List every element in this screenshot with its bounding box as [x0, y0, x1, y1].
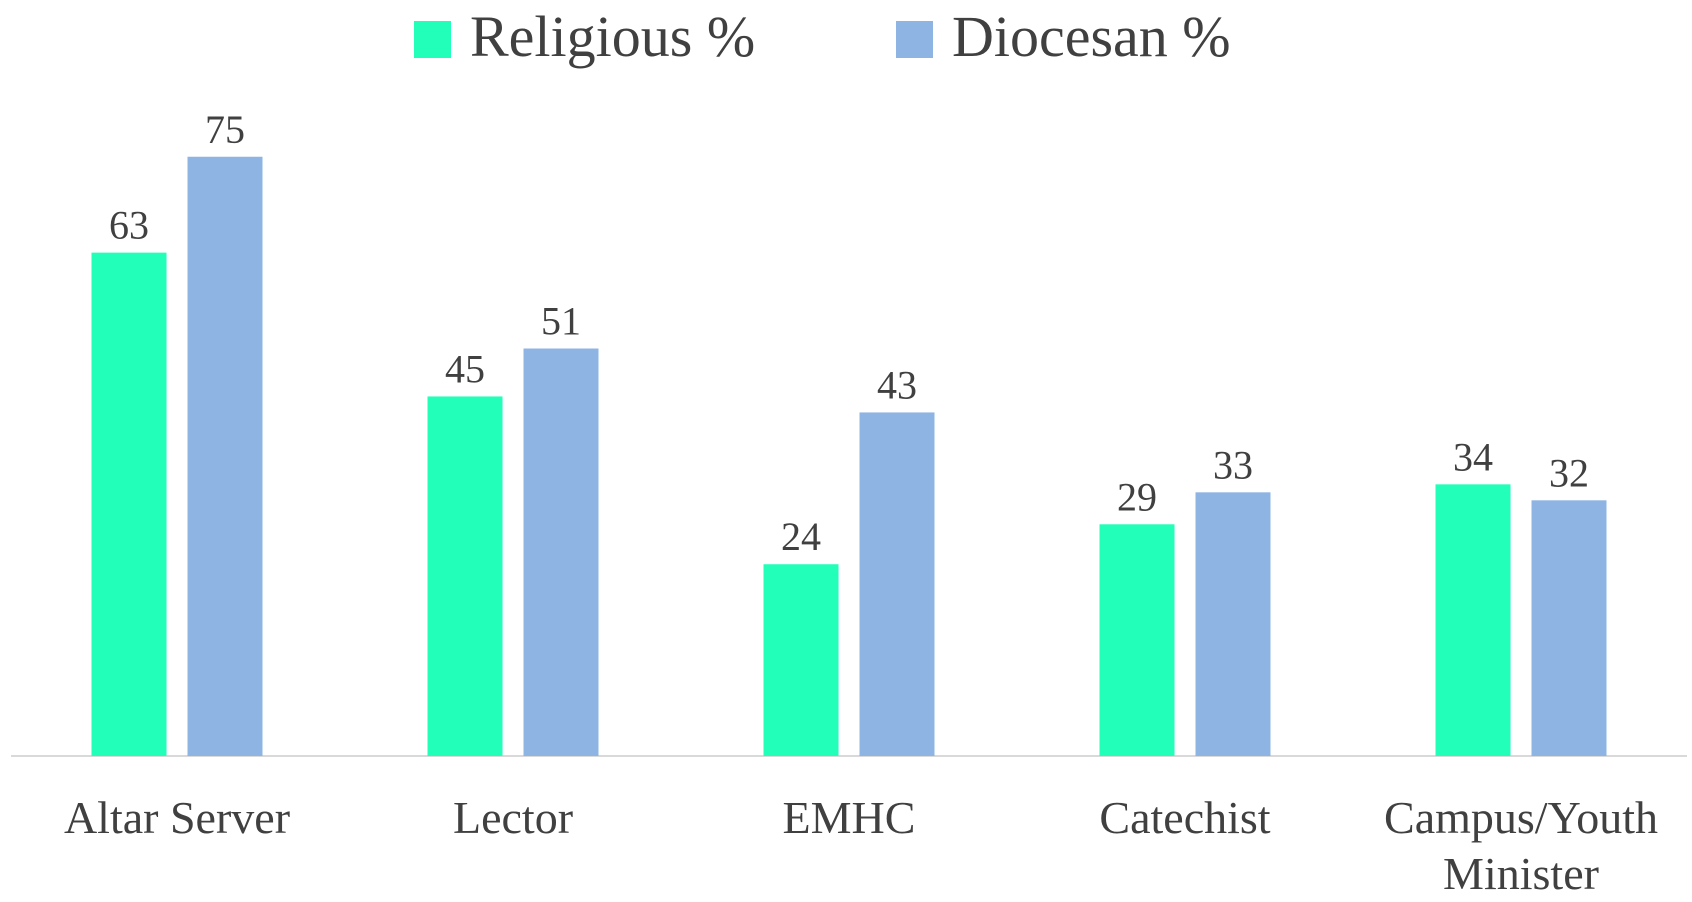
value-label: 51 — [541, 299, 581, 344]
x-tick-label: Altar Server — [63, 792, 291, 843]
bar — [763, 564, 839, 756]
bar — [187, 156, 263, 756]
legend-label: Religious % — [470, 4, 755, 69]
value-label: 63 — [109, 203, 149, 248]
bar — [427, 396, 503, 756]
bar — [1435, 484, 1511, 756]
value-label: 75 — [205, 107, 245, 152]
x-tick-label: Catechist — [1099, 792, 1271, 843]
value-label: 43 — [877, 362, 917, 407]
x-tick-label: Campus/Youth Minister — [1384, 792, 1658, 899]
value-label: 24 — [781, 514, 821, 559]
legend-label: Diocesan % — [952, 4, 1231, 69]
value-label: 45 — [445, 346, 485, 391]
x-tick-label: EMHC — [782, 792, 916, 843]
bar — [1099, 524, 1175, 756]
value-label: 34 — [1453, 434, 1493, 479]
legend-swatch — [414, 21, 451, 58]
value-label: 33 — [1213, 442, 1253, 487]
legend-swatch — [896, 21, 933, 58]
value-label: 32 — [1549, 450, 1589, 495]
bar — [91, 252, 167, 756]
bar — [523, 348, 599, 756]
x-tick-label: Lector — [452, 792, 574, 843]
bar — [1195, 492, 1271, 756]
value-label: 29 — [1117, 474, 1157, 519]
bar — [859, 412, 935, 756]
bar — [1531, 500, 1607, 756]
